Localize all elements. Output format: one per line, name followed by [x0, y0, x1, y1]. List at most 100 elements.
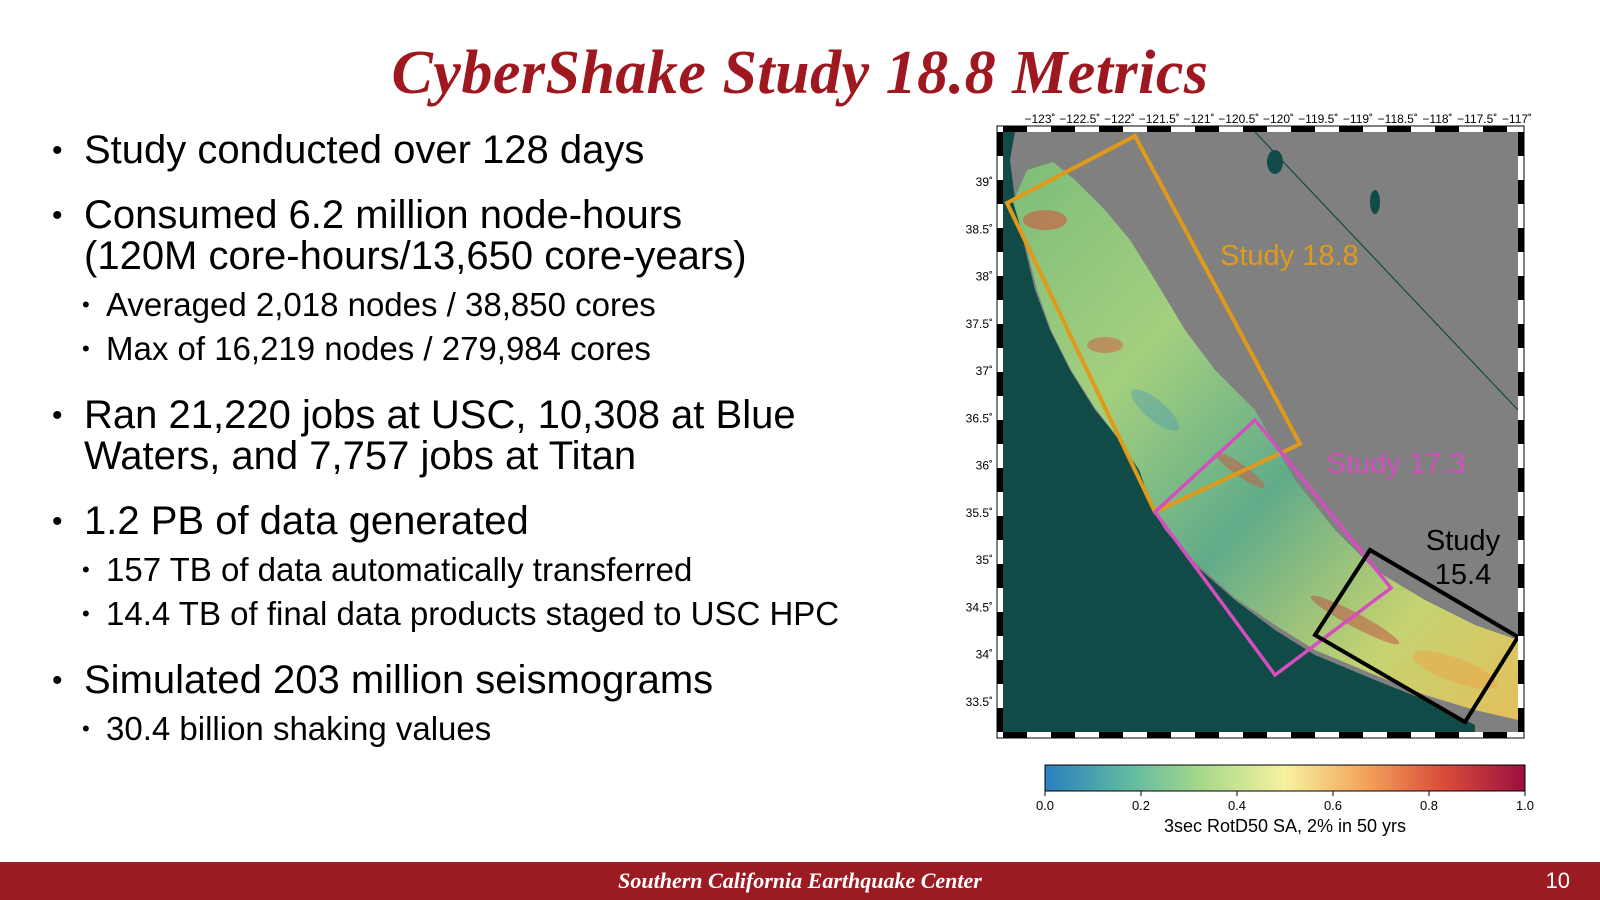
longitude-tick-label: −117˚ — [1502, 112, 1532, 126]
colorbar-tick-label: 0.6 — [1324, 798, 1342, 813]
longitude-tick-label: −123˚ — [1024, 112, 1055, 126]
bullet-text-continued: (120M core-hours/13,650 core-years) — [84, 234, 747, 278]
longitude-tick-label: −119˚ — [1343, 112, 1373, 126]
frame-tick — [997, 468, 1003, 492]
frame-tick — [1243, 126, 1267, 132]
colorbar-tick-label: 1.0 — [1516, 798, 1534, 813]
hazard-values-land — [1013, 162, 1518, 720]
study-18-8-region — [1004, 133, 1303, 515]
latitude-tick-label: 33.5˚ — [966, 695, 993, 709]
lake — [1267, 150, 1283, 174]
frame-tick — [1243, 732, 1267, 738]
lake — [1370, 190, 1380, 214]
frame-tick — [1518, 612, 1524, 636]
frame-tick — [1339, 126, 1363, 132]
frame-tick — [997, 324, 1003, 348]
frame-tick — [1518, 132, 1524, 156]
study-17-3-region — [1152, 417, 1394, 678]
frame-tick — [1291, 126, 1315, 132]
latitude-tick-label: 37.5˚ — [966, 317, 993, 331]
frame-tick — [997, 660, 1003, 684]
frame-tick — [1051, 126, 1075, 132]
bullet-item: Ran 21,220 jobs at USC, 10,308 at Blue W… — [50, 395, 950, 477]
frame-tick — [1435, 732, 1459, 738]
longitude-tick-labels: −123˚ −122.5˚ −122˚ −121.5˚ −121˚ −120.5˚ −120… — [1024, 112, 1532, 126]
latitude-tick-label: 36.5˚ — [966, 411, 993, 425]
frame-tick — [997, 708, 1003, 732]
study-15-4-label-line1: Study — [1426, 525, 1501, 557]
bullet-item: 1.2 PB of data generated — [50, 499, 950, 543]
frame-tick — [997, 228, 1003, 252]
frame-tick — [1147, 126, 1171, 132]
frame-tick — [997, 372, 1003, 396]
bullet-item: Study conducted over 128 days — [50, 128, 950, 172]
longitude-tick-label: −118˚ — [1422, 112, 1452, 126]
study-15-4-label-line2: 15.4 — [1435, 559, 1491, 591]
bullet-item: Consumed 6.2 million node-hours (120M co… — [50, 195, 950, 277]
longitude-tick-label: −121˚ — [1183, 112, 1214, 126]
bullet-item: Simulated 203 million seismograms — [50, 658, 950, 702]
frame-tick — [1099, 732, 1123, 738]
colorbar-tick-label: 0.8 — [1420, 798, 1438, 813]
hazard-map-figure: −123˚ −122.5˚ −122˚ −121.5˚ −121˚ −120.5˚ −120… — [955, 110, 1560, 850]
frame-tick — [1483, 126, 1507, 132]
latitude-tick-label: 38˚ — [976, 270, 993, 284]
frame-tick — [1518, 564, 1524, 588]
frame-tick — [1387, 732, 1411, 738]
frame-tick — [1147, 732, 1171, 738]
colorbar-ticks: 0.0 0.2 0.4 0.6 0.8 1.0 — [1036, 791, 1534, 813]
frame-tick — [1518, 468, 1524, 492]
frame-tick — [1195, 126, 1219, 132]
frame-tick — [1518, 324, 1524, 348]
latitude-tick-label: 39˚ — [976, 175, 993, 189]
footer-organization: Southern California Earthquake Center — [618, 868, 982, 893]
hazard-hotspot — [1087, 337, 1123, 353]
frame-tick — [1099, 126, 1123, 132]
frame-tick — [997, 420, 1003, 444]
longitude-tick-label: −122.5˚ — [1059, 112, 1100, 126]
frame-tick — [997, 564, 1003, 588]
frame-tick — [1518, 708, 1524, 732]
slide-title: CyberShake Study 18.8 Metrics — [391, 39, 1209, 107]
sub-bullet-item: Averaged 2,018 nodes / 38,850 cores — [50, 283, 950, 327]
study-18-8-label: Study 18.8 — [1220, 240, 1359, 272]
bullet-text: Ran 21,220 jobs at USC, 10,308 at Blue — [84, 393, 796, 437]
sub-bullet-item: Max of 16,219 nodes / 279,984 cores — [50, 327, 950, 371]
frame-tick — [1518, 420, 1524, 444]
bullet-text: Study conducted over 128 days — [84, 128, 645, 172]
latitude-tick-label: 35˚ — [976, 553, 993, 567]
map-frame-ticks — [997, 126, 1524, 738]
page-number: 10 — [1545, 868, 1570, 893]
sub-bullet-item: 30.4 billion shaking values — [50, 707, 950, 751]
bullet-text: 1.2 PB of data generated — [84, 499, 529, 543]
bullet-text: Simulated 203 million seismograms — [84, 658, 714, 702]
hazard-hotspot — [1023, 210, 1067, 230]
colorbar-tick-label: 0.2 — [1132, 798, 1150, 813]
frame-tick — [1518, 660, 1524, 684]
longitude-tick-label: −120.5˚ — [1218, 112, 1259, 126]
bullet-list: Study conducted over 128 days Consumed 6… — [50, 128, 950, 752]
frame-tick — [1518, 516, 1524, 540]
frame-tick — [997, 516, 1003, 540]
frame-tick — [1483, 732, 1507, 738]
study-15-4-region — [1312, 547, 1518, 725]
longitude-tick-label: −117.5˚ — [1457, 112, 1497, 126]
sub-bullet-item: 14.4 TB of final data products staged to… — [50, 592, 950, 636]
colorbar-tick-label: 0.4 — [1228, 798, 1246, 813]
frame-tick — [1003, 732, 1027, 738]
frame-tick — [1387, 126, 1411, 132]
colorbar-label: 3sec RotD50 SA, 2% in 50 yrs — [1164, 816, 1406, 836]
hazard-map: −123˚ −122.5˚ −122˚ −121.5˚ −121˚ −120.5˚ −120… — [966, 112, 1534, 836]
hazard-coldspot — [1131, 389, 1179, 431]
colorbar-tick-label: 0.0 — [1036, 798, 1054, 813]
state-boundary — [1254, 132, 1518, 411]
frame-tick — [1518, 180, 1524, 204]
bullet-text: Consumed 6.2 million node-hours — [84, 193, 683, 237]
colorbar — [1044, 764, 1526, 792]
longitude-tick-label: −122˚ — [1104, 112, 1135, 126]
hazard-hotspot — [1412, 650, 1498, 690]
frame-tick — [1518, 276, 1524, 300]
latitude-tick-labels: 39˚ 38.5˚ 38˚ 37.5˚ 37˚ 36.5˚ 36˚ 35.5˚ 35˚ 34.5˚… — [966, 175, 993, 709]
frame-tick — [1518, 228, 1524, 252]
frame-tick — [997, 612, 1003, 636]
